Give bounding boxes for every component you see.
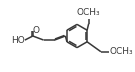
- Text: O: O: [32, 26, 39, 35]
- Text: HO: HO: [11, 36, 25, 45]
- Text: OCH₃: OCH₃: [110, 47, 134, 56]
- Text: OCH₃: OCH₃: [77, 8, 100, 17]
